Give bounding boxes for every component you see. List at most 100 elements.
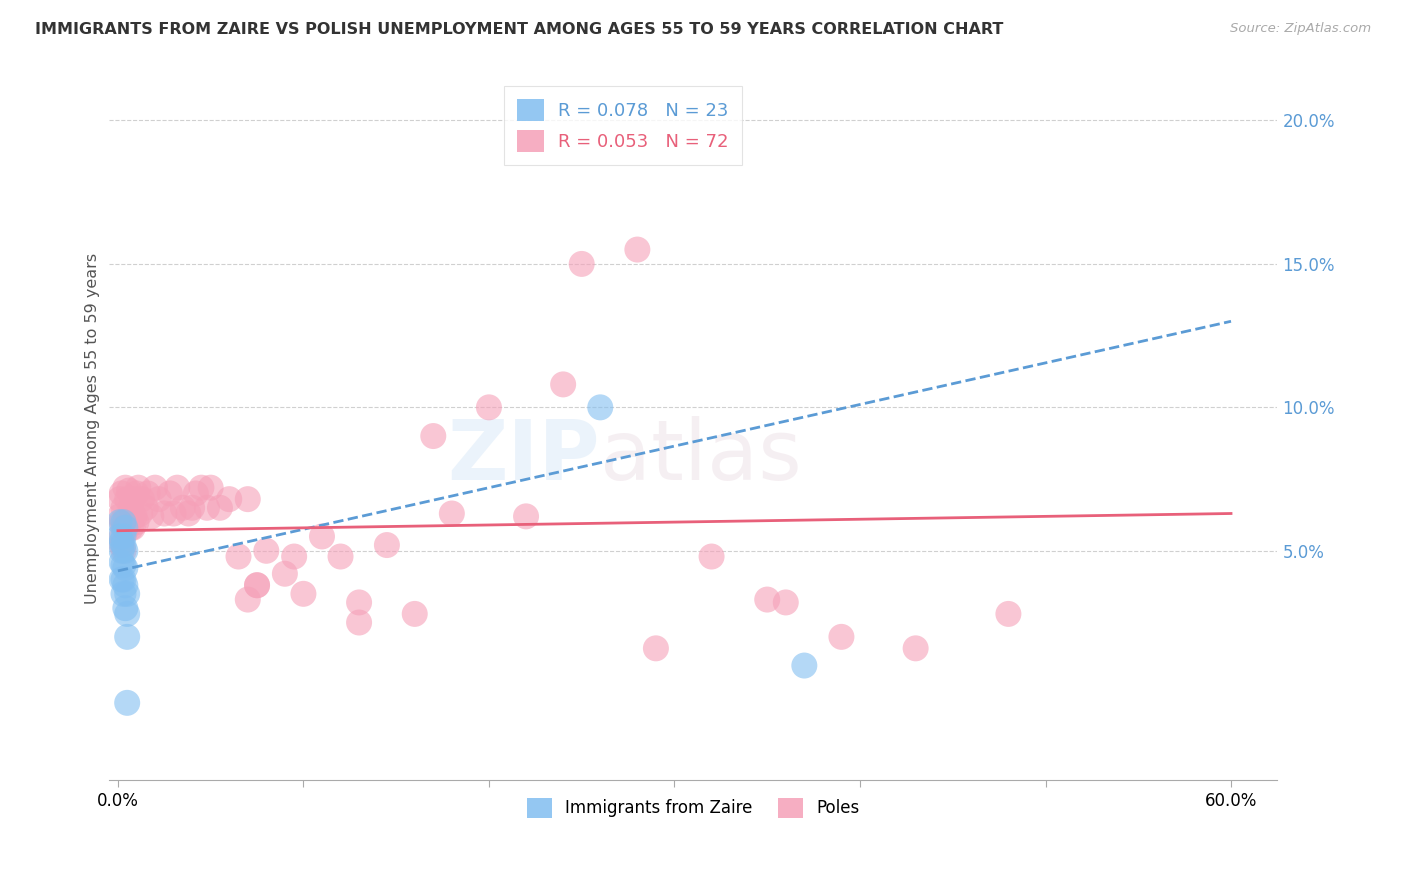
Point [111, 535, 134, 549]
Point [404, 607, 426, 621]
Point [127, 481, 149, 495]
Point [775, 595, 797, 609]
Point [112, 587, 135, 601]
Point [254, 543, 277, 558]
Point [700, 549, 723, 564]
Point [440, 507, 463, 521]
Point [143, 481, 166, 495]
Point [131, 492, 153, 507]
Point [121, 492, 143, 507]
Point [195, 500, 218, 515]
Point [120, 500, 142, 515]
Point [830, 630, 852, 644]
Point [114, 521, 136, 535]
Point [172, 500, 194, 515]
Point [121, 521, 143, 535]
Point [112, 515, 135, 529]
Point [181, 500, 204, 515]
Point [125, 515, 148, 529]
Point [422, 429, 444, 443]
Point [108, 492, 131, 507]
Point [112, 558, 135, 573]
Point [166, 481, 188, 495]
Point [129, 507, 152, 521]
Point [184, 486, 207, 500]
Point [159, 486, 181, 500]
Point [200, 481, 222, 495]
Point [478, 401, 501, 415]
Point [125, 486, 148, 500]
Point [136, 486, 159, 500]
Point [904, 641, 927, 656]
Point [141, 509, 163, 524]
Point [111, 538, 134, 552]
Point [626, 243, 648, 257]
Point [112, 538, 135, 552]
Point [108, 529, 131, 543]
Point [589, 401, 612, 415]
Point [108, 515, 131, 529]
Point [375, 538, 398, 552]
Point [114, 543, 136, 558]
Point [645, 641, 668, 656]
Point [997, 607, 1019, 621]
Point [114, 561, 136, 575]
Point [148, 492, 170, 507]
Point [162, 507, 184, 521]
Point [112, 521, 135, 535]
Text: IMMIGRANTS FROM ZAIRE VS POLISH UNEMPLOYMENT AMONG AGES 55 TO 59 YEARS CORRELATI: IMMIGRANTS FROM ZAIRE VS POLISH UNEMPLOY… [35, 22, 1004, 37]
Point [283, 549, 305, 564]
Point [347, 615, 370, 630]
Point [292, 587, 315, 601]
Point [177, 507, 200, 521]
Point [246, 578, 269, 592]
Point [115, 696, 138, 710]
Point [111, 555, 134, 569]
Point [218, 492, 240, 507]
Point [112, 573, 135, 587]
Point [347, 595, 370, 609]
Point [208, 500, 231, 515]
Point [118, 483, 141, 498]
Point [111, 529, 134, 543]
Text: ZIP: ZIP [447, 417, 599, 498]
Point [236, 492, 259, 507]
Point [120, 521, 142, 535]
Text: atlas: atlas [599, 417, 801, 498]
Point [793, 658, 815, 673]
Point [114, 601, 136, 615]
Point [274, 566, 297, 581]
Point [112, 500, 135, 515]
Point [756, 592, 779, 607]
Point [114, 578, 136, 592]
Point [115, 521, 138, 535]
Point [311, 529, 333, 543]
Point [115, 492, 138, 507]
Point [228, 549, 250, 564]
Point [124, 509, 146, 524]
Point [115, 587, 138, 601]
Point [111, 515, 134, 529]
Point [115, 607, 138, 621]
Point [553, 377, 575, 392]
Point [246, 578, 269, 592]
Point [114, 481, 136, 495]
Point [571, 257, 593, 271]
Point [115, 630, 138, 644]
Point [118, 515, 141, 529]
Legend: Immigrants from Zaire, Poles: Immigrants from Zaire, Poles [520, 791, 866, 825]
Text: Source: ZipAtlas.com: Source: ZipAtlas.com [1230, 22, 1371, 36]
Point [135, 500, 157, 515]
Point [114, 515, 136, 529]
Point [329, 549, 352, 564]
Point [111, 486, 134, 500]
Point [190, 481, 212, 495]
Point [108, 509, 131, 524]
Point [111, 573, 134, 587]
Point [153, 507, 176, 521]
Point [515, 509, 537, 524]
Point [236, 592, 259, 607]
Point [112, 529, 135, 543]
Point [111, 543, 134, 558]
Y-axis label: Unemployment Among Ages 55 to 59 years: Unemployment Among Ages 55 to 59 years [86, 253, 100, 605]
